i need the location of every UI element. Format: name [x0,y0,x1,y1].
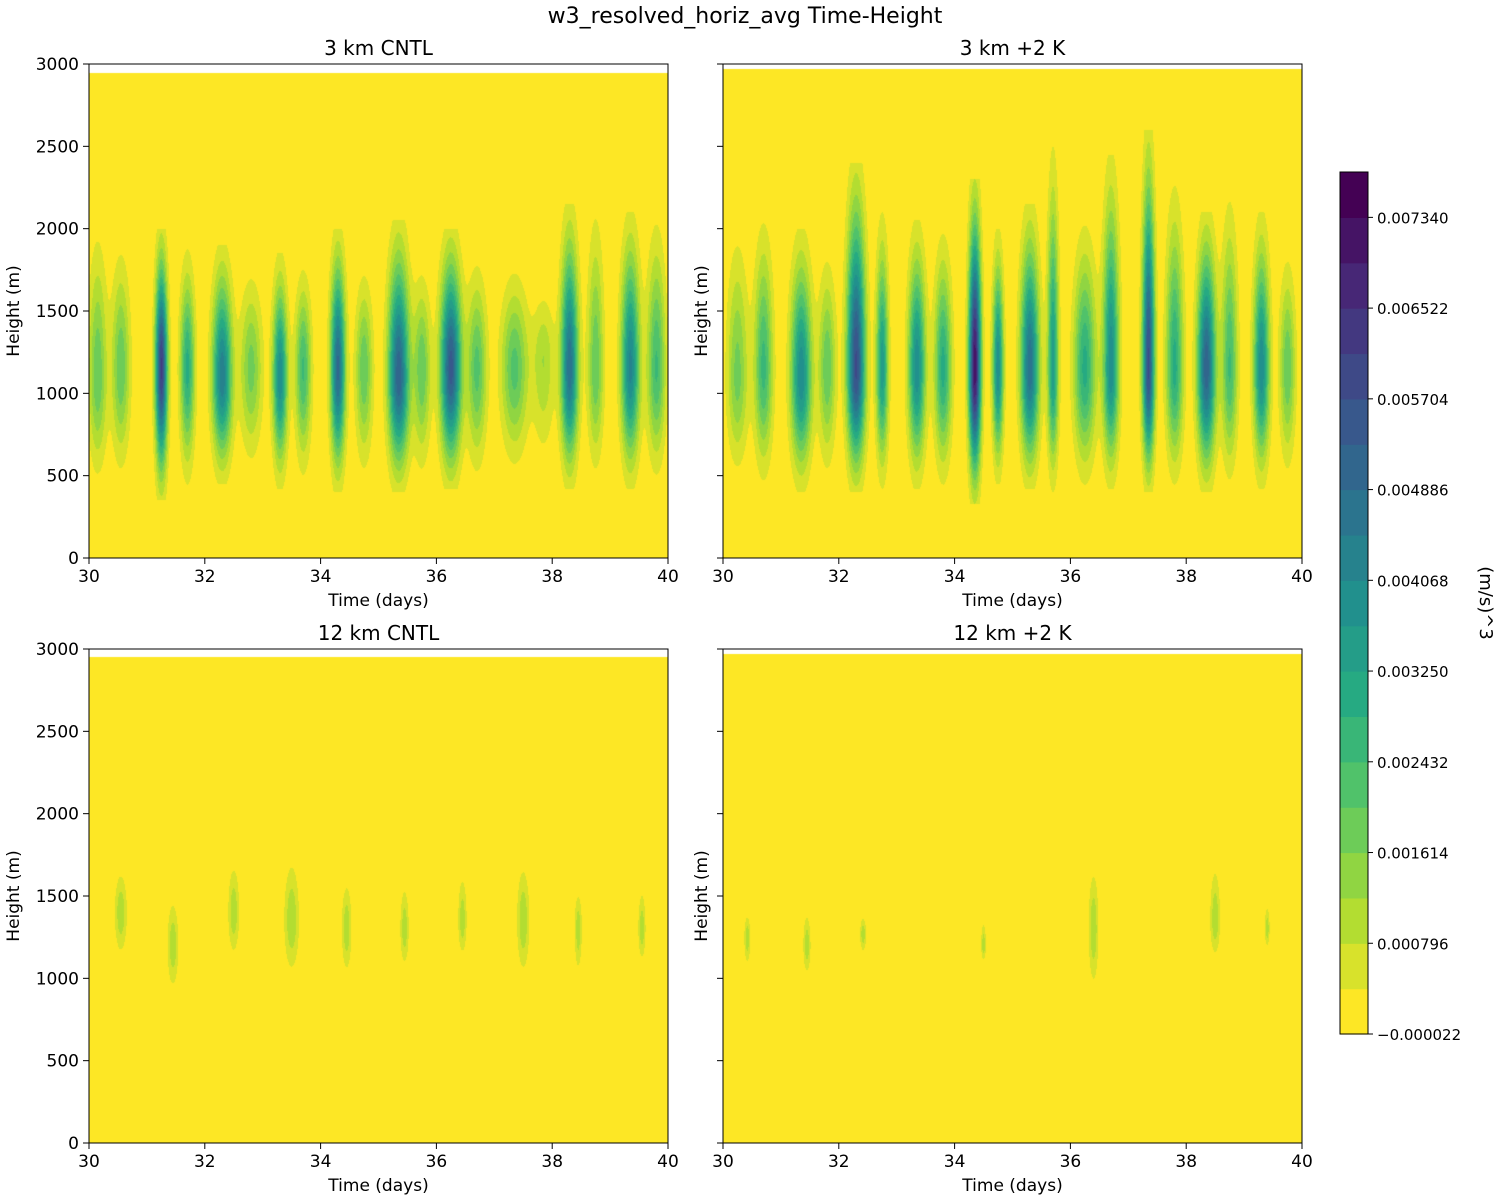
colorbar-tick-label: 0.006522 [1377,300,1449,318]
x-tick-label: 32 [194,1152,216,1172]
colorbar-tick-label: 0.002432 [1377,754,1449,772]
x-tick-label: 30 [78,567,100,587]
x-tick-label: 36 [1060,567,1082,587]
colorbar-level [1340,625,1368,672]
colorbar-tick-label: 0.004886 [1377,482,1449,500]
colorbar-tick-label: 0.001614 [1377,845,1449,863]
colorbar-level [1340,897,1368,944]
colorbar-level [1340,943,1368,990]
x-axis-label: Time (days) [961,591,1062,611]
y-tick-label: 500 [47,467,79,487]
x-tick-label: 40 [1291,1152,1313,1172]
x-axis-label: Time (days) [327,1176,428,1196]
colorbar-tick-label: 0.007340 [1377,209,1449,227]
colorbar-level [1340,308,1368,355]
y-tick-label: 3000 [36,640,79,660]
colorbar-level [1340,489,1368,536]
colorbar-level [1340,353,1368,400]
panels: 3 km CNTL 30 32 34 36 38 40 Time (days) 0 500 1000… [4,36,1313,1196]
colorbar-level [1340,716,1368,763]
subplot-2: 3 km +2 K 30 32 34 36 38 40 Time (days) Height (… [692,36,1313,611]
x-tick-label: 38 [541,567,563,587]
x-tick-label: 38 [1175,567,1197,587]
colorbar-label: (m/s)^3 [1475,566,1496,640]
x-tick-label: 36 [426,567,448,587]
heatmap-image [723,64,1302,558]
y-tick-label: 1500 [36,887,79,907]
subplot-1: 3 km CNTL 30 32 34 36 38 40 Time (days) 0 500 1000… [4,36,679,611]
colorbar-tick-label: 0.003250 [1377,663,1449,681]
y-axis-label: Height (m) [4,265,24,356]
x-tick-label: 40 [657,567,679,587]
colorbar-tick-label: 0.004068 [1377,572,1449,590]
x-axis-label: Time (days) [961,1176,1062,1196]
x-tick-label: 36 [426,1152,448,1172]
subplot-4: 12 km +2 K 30 32 34 36 38 40 Time (days) Height … [692,621,1313,1196]
y-tick-label: 500 [47,1052,79,1072]
colorbar-level [1340,761,1368,808]
x-tick-label: 32 [828,1152,850,1172]
subplot-3: 12 km CNTL 30 32 34 36 38 40 Time (days) 0 500 100… [4,621,679,1196]
x-tick-label: 38 [541,1152,563,1172]
x-axis-label: Time (days) [327,591,428,611]
x-tick-label: 30 [78,1152,100,1172]
colorbar-level [1340,172,1368,218]
y-tick-label: 2000 [36,805,79,825]
y-tick-label: 2500 [36,137,79,157]
subplot-title: 3 km CNTL [324,36,434,60]
colorbar-level [1340,988,1368,1035]
x-tick-label: 40 [657,1152,679,1172]
subplot-title: 12 km CNTL [318,621,440,645]
y-tick-label: 3000 [36,55,79,75]
x-tick-label: 34 [944,1152,966,1172]
colorbar-level [1340,807,1368,854]
y-axis-label: Height (m) [692,265,712,356]
subplot-title: 12 km +2 K [953,621,1072,645]
colorbar: −0.000022 0.000796 0.001614 0.002432 0.00325… [1339,171,1496,1044]
colorbar-frame [1339,171,1369,1035]
y-axis-label: Height (m) [4,850,24,941]
colorbar-level [1340,262,1368,309]
x-tick-label: 30 [712,1152,734,1172]
colorbar-tick-label: 0.000796 [1377,935,1449,953]
y-tick-label: 0 [68,1134,79,1154]
y-tick-label: 1000 [36,969,79,989]
y-axis-label: Height (m) [692,850,712,941]
x-tick-label: 34 [310,1152,332,1172]
subplot-title: 3 km +2 K [960,36,1066,60]
colorbar-tick-label: 0.005704 [1377,391,1449,409]
heatmap-image [89,64,668,558]
heatmap-image [723,649,1302,1143]
colorbar-level [1340,444,1368,491]
colorbar-level [1340,580,1368,627]
colorbar-level [1340,534,1368,581]
colorbar-tick-label: −0.000022 [1377,1026,1461,1044]
x-tick-label: 34 [310,567,332,587]
x-tick-label: 32 [828,567,850,587]
colorbar-level [1340,398,1368,445]
y-tick-label: 1500 [36,302,79,322]
heatmap-image [89,649,668,1143]
x-tick-label: 30 [712,567,734,587]
colorbar-level [1340,852,1368,899]
colorbar-level [1340,671,1368,718]
y-tick-label: 2500 [36,722,79,742]
x-tick-label: 34 [944,567,966,587]
colorbar-level [1340,217,1368,264]
y-tick-label: 2000 [36,220,79,240]
y-tick-label: 0 [68,549,79,569]
x-tick-label: 40 [1291,567,1313,587]
x-tick-label: 32 [194,567,216,587]
figure-suptitle: w3_resolved_horiz_avg Time-Height [548,4,943,29]
x-tick-label: 38 [1175,1152,1197,1172]
y-tick-label: 1000 [36,384,79,404]
x-tick-label: 36 [1060,1152,1082,1172]
